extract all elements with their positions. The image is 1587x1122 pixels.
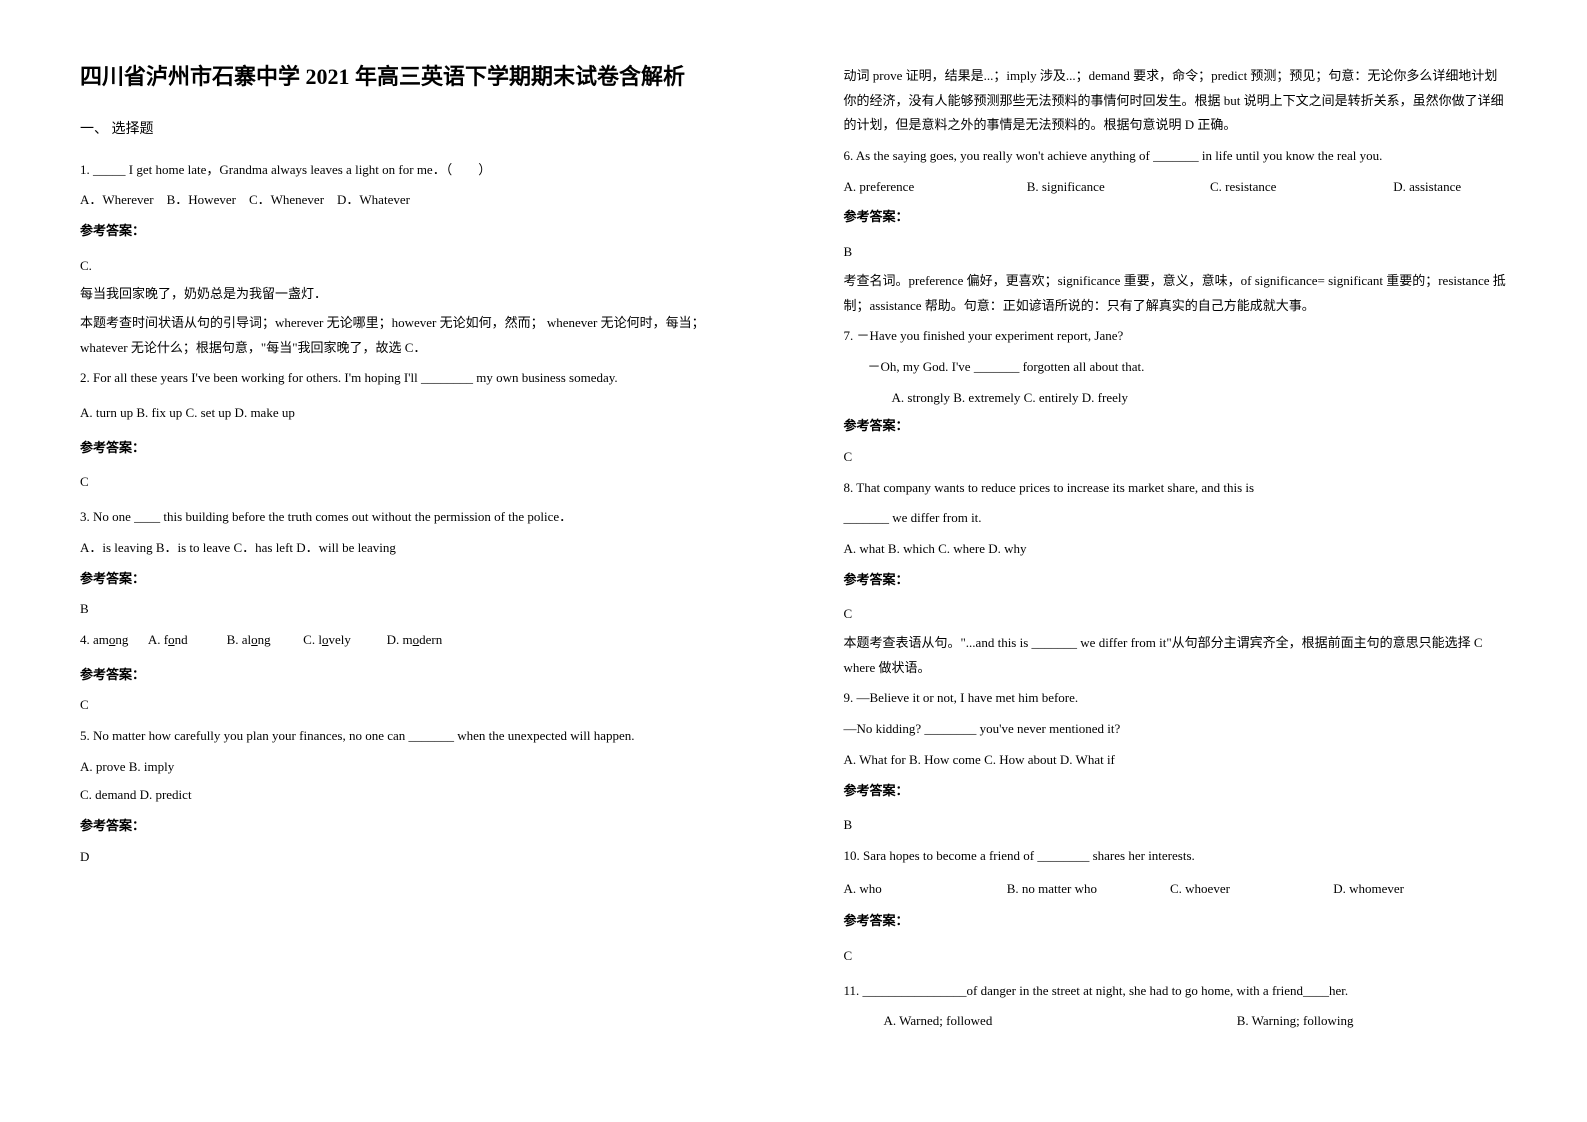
question-1: 1. _____ I get home late，Grandma always …: [80, 158, 744, 183]
q10-opt-d: D. whomever: [1333, 877, 1463, 902]
right-column: 动词 prove 证明，结果是...；imply 涉及...；demand 要求…: [794, 0, 1587, 1122]
q6-opt-d: D. assistance: [1393, 175, 1461, 200]
question-7-answer: C: [844, 445, 1508, 470]
question-11-options: A. Warned; followed B. Warning; followin…: [884, 1009, 1508, 1034]
question-10-answer: C: [844, 944, 1508, 969]
question-6-explanation: 考查名词。preference 偏好，更喜欢；significance 重要，意…: [844, 269, 1508, 318]
question-3-options: A．is leaving B．is to leave C．has left D．…: [80, 536, 744, 561]
q10-opt-b: B. no matter who: [1007, 877, 1137, 902]
answer-label: 参考答案：: [80, 436, 744, 461]
answer-label: 参考答案：: [844, 779, 1508, 804]
q6-opt-a: A. preference: [844, 175, 994, 200]
question-1-explanation-1: 每当我回家晚了，奶奶总是为我留一盏灯．: [80, 282, 744, 307]
question-8-options: A. what B. which C. where D. why: [844, 537, 1508, 562]
question-10: 10. Sara hopes to become a friend of ___…: [844, 844, 1508, 869]
answer-label: 参考答案：: [844, 205, 1508, 230]
question-8-answer: C: [844, 602, 1508, 627]
question-7-line1: 7. －Have you finished your experiment re…: [844, 324, 1508, 349]
question-2: 2. For all these years I've been working…: [80, 366, 744, 391]
question-2-answer: C: [80, 470, 744, 495]
question-8-line2: _______ we differ from it.: [844, 506, 1508, 531]
question-10-options: A. who B. no matter who C. whoever D. wh…: [844, 877, 1508, 902]
question-9-options: A. What for B. How come C. How about D. …: [844, 748, 1508, 773]
answer-label: 参考答案：: [844, 414, 1508, 439]
question-2-options: A. turn up B. fix up C. set up D. make u…: [80, 401, 744, 426]
question-5-explanation: 动词 prove 证明，结果是...；imply 涉及...；demand 要求…: [844, 64, 1508, 138]
question-11: 11. ________________of danger in the str…: [844, 979, 1508, 1004]
question-4-answer: C: [80, 693, 744, 718]
answer-label: 参考答案：: [844, 909, 1508, 934]
question-9-line2: —No kidding? ________ you've never menti…: [844, 717, 1508, 742]
left-column: 四川省泸州市石寨中学 2021 年高三英语下学期期末试卷含解析 一、 选择题 1…: [0, 0, 794, 1122]
answer-label: 参考答案：: [80, 219, 744, 244]
question-5-options-2: C. demand D. predict: [80, 783, 744, 808]
question-3: 3. No one ____ this building before the …: [80, 505, 744, 530]
answer-label: 参考答案：: [844, 568, 1508, 593]
question-5-answer: D: [80, 845, 744, 870]
question-1-answer: C.: [80, 254, 744, 279]
q6-opt-b: B. significance: [1027, 175, 1177, 200]
question-5: 5. No matter how carefully you plan your…: [80, 724, 744, 749]
question-6-options: A. preference B. significance C. resista…: [844, 175, 1508, 200]
page-title: 四川省泸州市石寨中学 2021 年高三英语下学期期末试卷含解析: [80, 60, 744, 93]
q11-opt-b: B. Warning; following: [1237, 1013, 1354, 1028]
question-9-answer: B: [844, 813, 1508, 838]
question-7-options: A. strongly B. extremely C. entirely D. …: [892, 386, 1508, 411]
question-5-options-1: A. prove B. imply: [80, 755, 744, 780]
question-9-line1: 9. —Believe it or not, I have met him be…: [844, 686, 1508, 711]
answer-label: 参考答案：: [80, 567, 744, 592]
q10-opt-c: C. whoever: [1170, 877, 1300, 902]
q10-opt-a: A. who: [844, 877, 974, 902]
question-8-explanation: 本题考查表语从句。"...and this is _______ we diff…: [844, 631, 1508, 680]
section-heading-1: 一、 选择题: [80, 117, 744, 144]
q6-opt-c: C. resistance: [1210, 175, 1360, 200]
question-8-line1: 8. That company wants to reduce prices t…: [844, 476, 1508, 501]
question-6-answer: B: [844, 240, 1508, 265]
question-4: 4. among A. fond B. along C. lovely D. m…: [80, 628, 744, 653]
question-1-options: A．Wherever B．However C．Whenever D．Whatev…: [80, 188, 744, 213]
question-6: 6. As the saying goes, you really won't …: [844, 144, 1508, 169]
question-1-explanation-2: 本题考查时间状语从句的引导词；wherever 无论哪里；however 无论如…: [80, 311, 744, 360]
answer-label: 参考答案：: [80, 814, 744, 839]
q11-opt-a: A. Warned; followed: [884, 1009, 1204, 1034]
question-7-line2: －Oh, my God. I've _______ forgotten all …: [868, 355, 1508, 380]
question-3-answer: B: [80, 597, 744, 622]
answer-label: 参考答案：: [80, 663, 744, 688]
